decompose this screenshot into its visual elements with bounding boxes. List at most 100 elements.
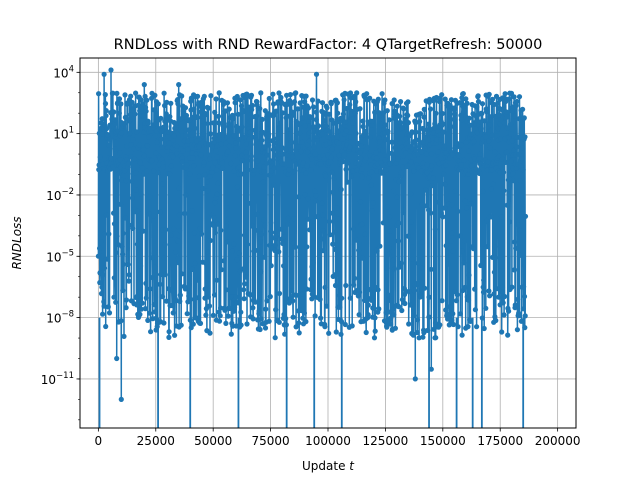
y-tick-label: 104 [53, 64, 74, 80]
data-point [211, 139, 217, 145]
data-point [408, 219, 414, 225]
data-point [509, 284, 515, 290]
data-point [122, 215, 128, 221]
data-point [475, 93, 481, 99]
data-point [364, 91, 370, 97]
data-point [97, 245, 103, 251]
data-point [233, 145, 239, 151]
data-point [513, 245, 519, 251]
x-axis-label: Update t [302, 459, 355, 473]
data-point [278, 94, 284, 101]
data-point [323, 123, 329, 129]
data-point [374, 248, 380, 254]
data-point [212, 200, 218, 206]
data-point [321, 156, 327, 162]
data-point [320, 212, 326, 218]
data-point [163, 111, 169, 117]
data-point [113, 299, 119, 305]
data-point [127, 116, 133, 122]
data-point [265, 126, 271, 132]
data-point [501, 169, 507, 175]
x-tick-label: 25000 [137, 434, 175, 448]
x-tick-label: 100000 [305, 434, 351, 448]
data-point [315, 98, 321, 104]
data-point [215, 180, 221, 186]
data-point [249, 102, 256, 109]
data-point [108, 155, 114, 162]
data-point [263, 306, 269, 312]
data-point [235, 111, 241, 117]
data-point [468, 201, 474, 207]
data-point [465, 171, 471, 177]
data-point [223, 223, 229, 229]
data-point [125, 261, 131, 268]
data-point [479, 315, 485, 321]
data-point [287, 126, 293, 132]
data-point [315, 123, 322, 129]
data-point [243, 154, 250, 160]
data-point [215, 221, 221, 227]
data-point [293, 90, 299, 96]
data-point [319, 200, 325, 206]
data-point [120, 287, 126, 294]
x-tick-label: 125000 [363, 434, 409, 448]
data-point [271, 165, 277, 171]
data-point [481, 118, 487, 124]
data-point [141, 153, 147, 159]
data-point [498, 136, 504, 142]
data-point [516, 116, 522, 122]
data-point [133, 90, 139, 96]
data-point [102, 101, 109, 107]
data-point [305, 105, 312, 111]
data-point [230, 116, 236, 122]
data-point [517, 252, 523, 258]
data-point [490, 181, 496, 187]
data-point [285, 113, 291, 119]
data-point [321, 118, 327, 124]
data-point [514, 327, 521, 333]
data-point [248, 157, 254, 163]
data-point [417, 111, 424, 117]
data-point [380, 220, 386, 226]
data-point [499, 284, 506, 290]
data-point [110, 90, 116, 96]
data-point [156, 161, 162, 168]
data-point [127, 112, 133, 118]
data-point [398, 170, 404, 176]
data-point [266, 142, 272, 148]
data-point [151, 250, 157, 256]
data-point [97, 154, 103, 160]
data-point [162, 242, 168, 248]
data-point [245, 200, 251, 206]
y-tick-label: 10−2 [46, 187, 74, 203]
data-point [120, 230, 126, 236]
data-point [119, 177, 125, 183]
x-tick-label: 200000 [535, 434, 581, 448]
data-point [101, 303, 107, 309]
data-point [520, 167, 526, 173]
data-point [423, 151, 430, 157]
data-point [187, 317, 193, 323]
data-point [302, 99, 308, 105]
data-point [145, 120, 151, 126]
data-point [101, 265, 108, 271]
data-point [244, 167, 251, 173]
data-point [101, 299, 107, 305]
data-point [507, 121, 514, 127]
data-point [146, 134, 152, 140]
data-point [205, 105, 212, 111]
data-point [161, 320, 167, 326]
data-point [480, 188, 486, 194]
data-point [124, 143, 130, 149]
data-point [341, 152, 347, 158]
data-point [123, 178, 129, 184]
data-point [96, 167, 102, 173]
data-point [228, 126, 234, 132]
data-point [508, 158, 514, 164]
data-point [459, 332, 465, 338]
data-point [233, 140, 239, 146]
data-point [408, 159, 414, 165]
data-point [499, 156, 505, 162]
data-point [264, 152, 270, 158]
data-point [456, 153, 462, 159]
